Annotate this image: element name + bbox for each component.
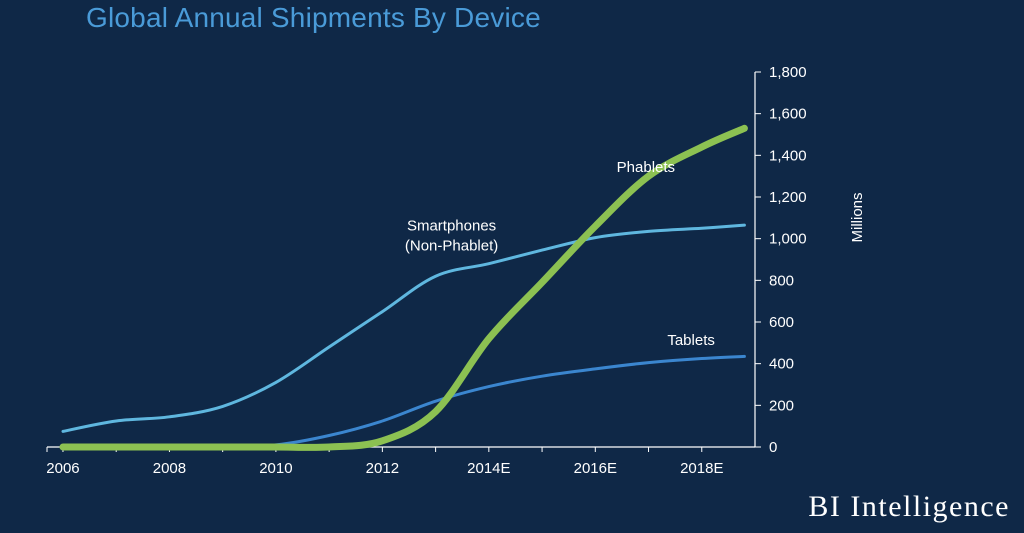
x-tick-label: 2006 [46,460,79,477]
x-tick-label: 2008 [153,460,186,477]
y-tick-label: 200 [769,397,794,414]
series-label-line: Smartphones [407,217,496,234]
y-tick-label: 1,200 [769,189,807,206]
x-tick-label: 2018E [680,460,723,477]
x-tick-label: 2010 [259,460,292,477]
x-tick-label: 2012 [366,460,399,477]
series-label-line: (Non-Phablet) [405,237,498,254]
y-tick-label: 1,800 [769,64,807,81]
series-label-phablets: Phablets [617,159,675,176]
y-tick-label: 1,000 [769,231,807,248]
series-label-smartphones-non-phablet: Smartphones (Non-Phablet) [405,217,498,254]
chart-title: Global Annual Shipments By Device [86,2,541,33]
x-tick-label: 2014E [467,460,510,477]
series-label-line: Phablets [617,159,675,176]
y-tick-label: 1,400 [769,147,807,164]
x-tick-label: 2016E [574,460,617,477]
series-layer [59,124,748,451]
series-line-smartphones-non-phablet [61,223,746,433]
series-label-tablets: Tablets [667,332,715,349]
y-axis-label: Millions [849,192,866,242]
series-labels: Smartphones (Non-Phablet) Tablets Phablets [405,159,715,349]
y-tick-label: 600 [769,314,794,331]
y-tick-label: 1,600 [769,106,807,123]
axes: 2006 2008 2010 2012 2014E 2016E 2018E 0 200 400 60… [46,64,866,477]
series-line-phablets [59,124,748,451]
series-label-line: Tablets [667,332,715,349]
y-tick-label: 400 [769,356,794,373]
y-tick-label: 800 [769,272,794,289]
brand-logo: BI Intelligence [808,490,1010,523]
y-tick-label: 0 [769,439,777,456]
